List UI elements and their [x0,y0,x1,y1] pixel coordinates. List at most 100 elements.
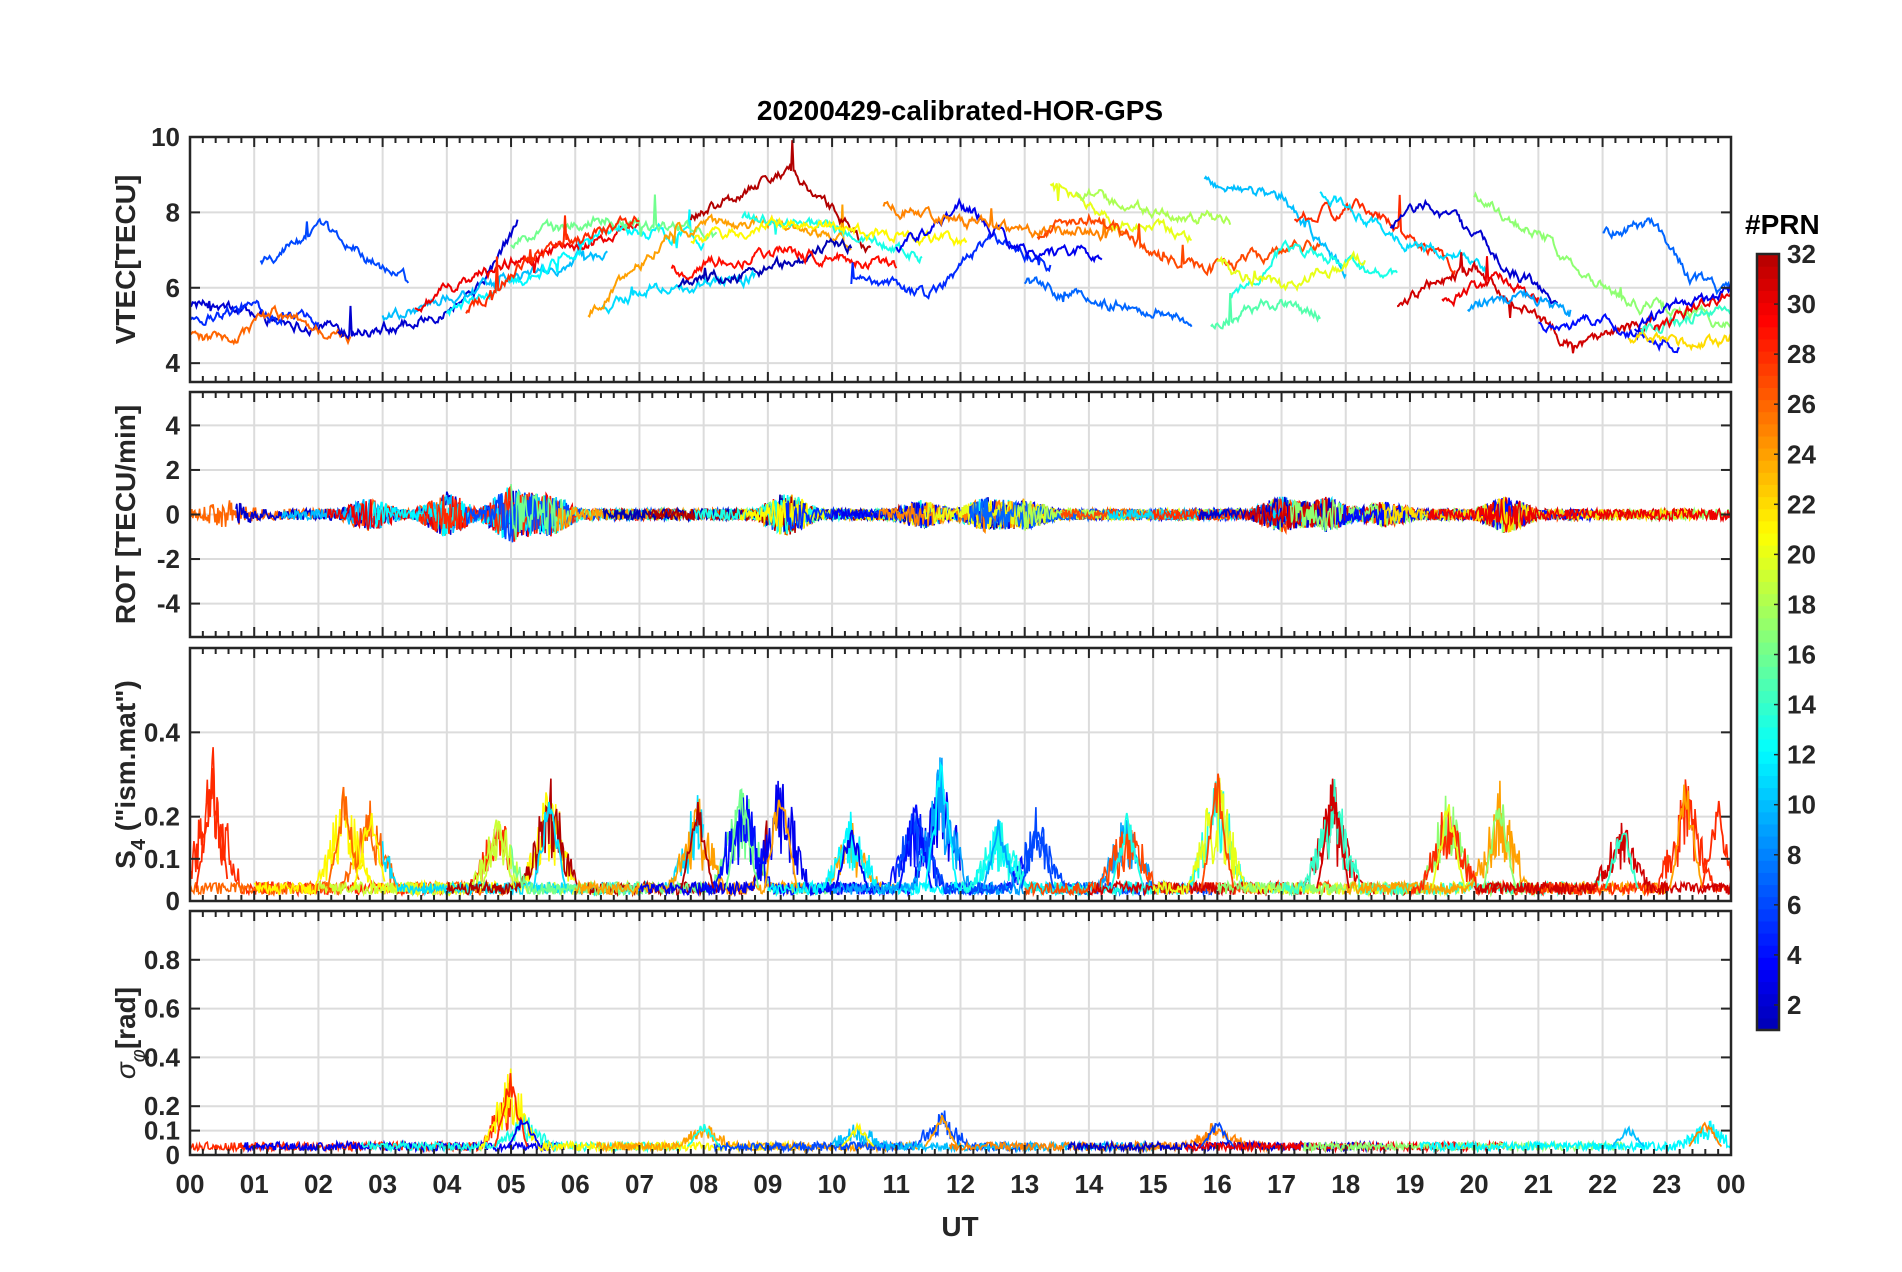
colorbar-step [1757,569,1779,582]
xtick-label: 21 [1524,1169,1553,1199]
s4-series-prn-31-21 [1473,822,1731,897]
vtec-series-prn-2-30 [1389,198,1559,305]
colorbar-step [1757,884,1779,898]
vtec-series [190,140,1731,354]
sigphi-peak-1 [507,1119,541,1147]
colorbar-tick-label: 10 [1787,790,1816,820]
s4-ytick-label: 0 [166,886,180,916]
sigphi-ytick-label: 0.2 [144,1091,180,1121]
xtick-label: 14 [1074,1169,1103,1199]
xtick-label: 15 [1139,1169,1168,1199]
colorbar-step [1757,775,1779,789]
colorbar-step [1757,860,1779,873]
colorbar-step [1757,702,1779,716]
xtick-label: 23 [1652,1169,1681,1199]
colorbar-step [1757,848,1779,861]
colorbar-step [1757,981,1779,995]
colorbar-step [1757,593,1779,607]
rot-series [190,484,1731,543]
xtick-label: 06 [561,1169,590,1199]
panel-sigphi: 00.10.2 0.4 0.6 0.8 σφ[rad] [110,909,1733,1170]
colorbar-step [1757,908,1779,922]
vtec-series-prn-30-39 [1653,291,1731,332]
colorbar-tick-label: 6 [1787,890,1801,920]
sigphi-ytick-label: 0.8 [144,945,180,975]
colorbar-step [1757,399,1779,413]
sigphi-peak-4 [924,1115,959,1147]
vtec-series-prn-21-15 [690,215,968,248]
colorbar-step [1757,326,1779,340]
xtick-label: 18 [1331,1169,1360,1199]
colorbar-tick-label: 8 [1787,840,1801,870]
s4-ylabel: S4 ("ism.mat") [110,680,150,869]
sigphi-peak-2 [686,1123,721,1148]
xtick-label: 17 [1267,1169,1296,1199]
rot-series-prn-30-27 [1427,499,1731,533]
s4-series [190,747,1731,898]
panel-vtec: 4 6 8 10 VTEC[TECU] [110,122,1733,384]
vtec-series-prn-3-18 [895,197,1103,264]
vtec-series-prn-18-22 [1075,187,1232,226]
s4-ytick-label: 0.2 [144,802,180,832]
colorbar-step [1757,642,1779,655]
colorbar-step [1757,484,1779,498]
colorbar-step [1757,520,1779,534]
colorbar-step [1757,460,1779,473]
colorbar-step [1757,411,1779,425]
colorbar-step [1757,278,1779,291]
s4-peak-15 [1316,796,1350,889]
xtick-label: 00 [176,1169,205,1199]
colorbar-step [1757,496,1779,510]
vtec-series-prn-1-13 [677,237,853,288]
vtec-series-prn-3-40 [1633,283,1731,333]
sigphi-ytick-label: 0.4 [144,1042,181,1072]
s4-peak-20 [1701,800,1731,889]
s4-peak-5 [680,801,715,889]
s4-peak-7 [763,799,798,889]
vtec-series-prn-32-12 [689,140,872,254]
xtick-label: 22 [1588,1169,1617,1199]
vtec-series-prn-28-28 [1293,194,1456,278]
vtec-ytick-label: 6 [166,273,180,303]
s4-peak-11 [982,819,1016,889]
colorbar-step [1757,690,1779,704]
colorbar-step [1757,811,1779,825]
vtec-series-prn-15-27 [1210,293,1321,331]
s4-peak-19 [1669,784,1703,889]
s4-peak-8 [834,829,869,889]
colorbar-step [1757,363,1779,376]
xtick-label: 05 [497,1169,526,1199]
sigphi-ytick-label: 0.1 [144,1116,180,1146]
vtec-series-prn-11-29 [1319,191,1488,276]
colorbar-step [1757,920,1779,934]
colorbar-step [1757,1017,1779,1031]
vtec-grid [189,136,1732,382]
vtec-series-prn-14-38 [1640,304,1731,335]
sigphi-peak-5 [1200,1121,1235,1148]
colorbar-step [1757,532,1779,546]
s4-peak-2 [352,813,386,889]
colorbar-step [1757,933,1779,946]
colorbar-step [1757,726,1779,740]
colorbar-step [1757,666,1779,679]
sigphi-peak-6 [1611,1125,1645,1148]
vtec-series-prn-7-36 [1602,216,1731,296]
chart-title: 20200429-calibrated-HOR-GPS [757,95,1163,126]
colorbar-tick-label: 2 [1787,990,1801,1020]
vtec-series-prn-4-35 [1538,313,1680,354]
colorbar-tick-label: 18 [1787,589,1816,619]
colorbar-step [1757,872,1779,886]
rot-ytick-label: 0 [166,500,180,530]
colorbar-step [1757,654,1779,667]
xtick-label: 04 [432,1169,461,1199]
colorbar-tick-label: 14 [1787,690,1816,720]
s4-peak-3 [481,819,516,889]
sigphi-ytick-label: 0 [166,1140,180,1170]
s4-peak-1 [327,786,360,889]
colorbar-step [1757,435,1779,449]
colorbar-title: #PRN [1745,209,1820,240]
colorbar-step [1757,472,1779,485]
sigphi-frame [188,909,1733,1157]
